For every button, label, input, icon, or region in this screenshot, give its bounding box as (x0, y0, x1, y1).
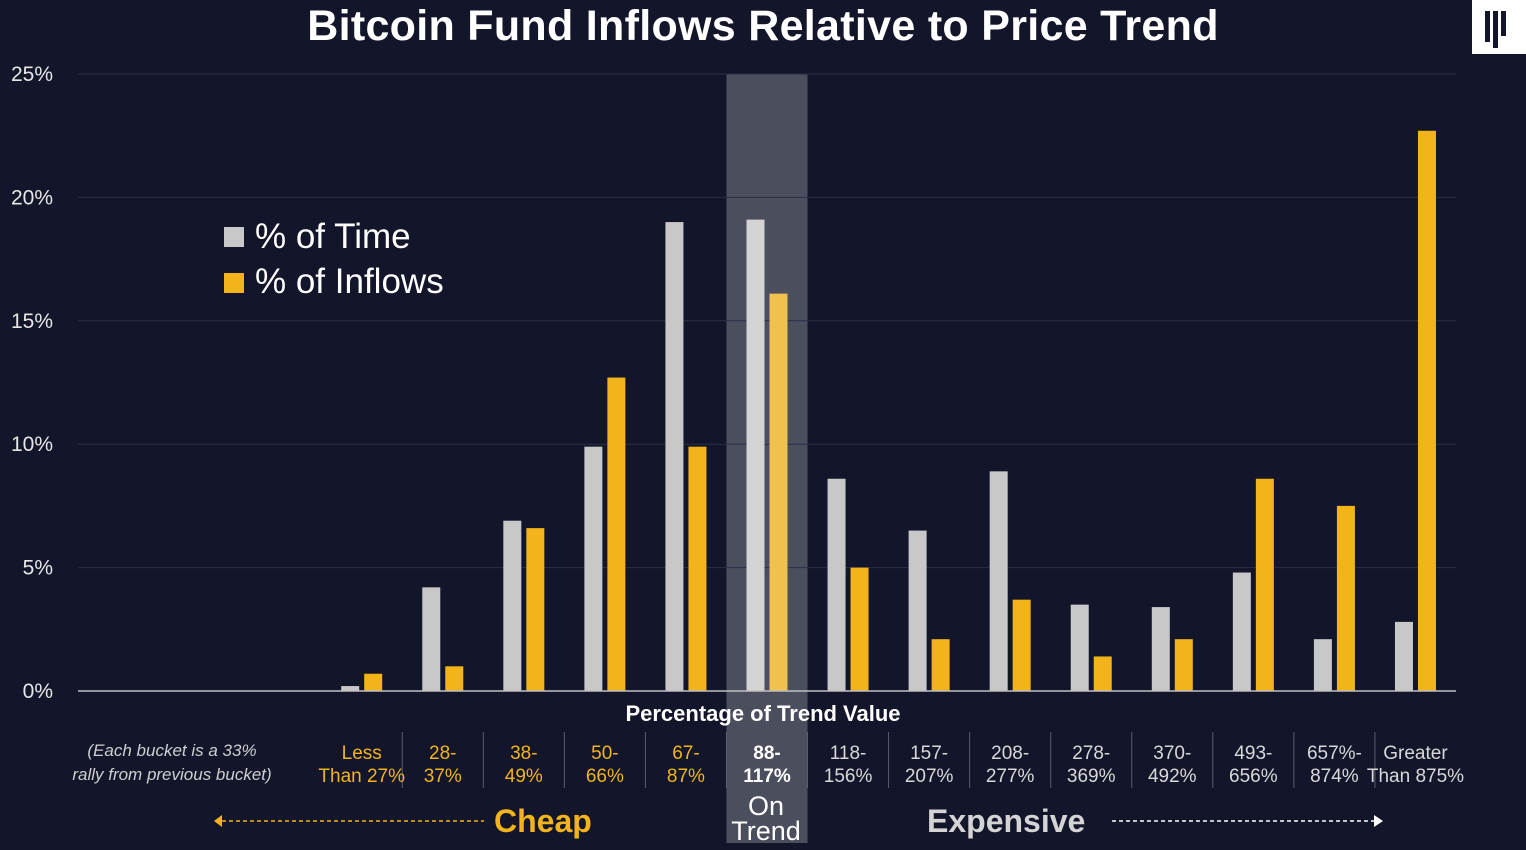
bar-time-11 (989, 471, 1008, 691)
x-tick-label-9: 156% (824, 766, 873, 787)
x-tick-label-6: 50- (591, 743, 618, 764)
on-trend-highlight-band (726, 74, 808, 843)
bar-inflows-11 (1012, 599, 1031, 691)
x-tick-label-10: 207% (905, 766, 954, 787)
x-tick-label-12: 369% (1067, 766, 1116, 787)
bar-time-6 (584, 446, 603, 691)
y-tick-label: 0% (23, 680, 53, 703)
x-tick-label-6: 66% (586, 766, 624, 787)
bar-inflows-8 (769, 293, 788, 691)
y-tick-label: 15% (11, 310, 53, 333)
x-tick-label-11: 208- (991, 743, 1029, 764)
cheap-label: Cheap (494, 803, 592, 839)
bar-time-10 (908, 530, 927, 691)
bar-time-14 (1232, 572, 1251, 691)
y-axis-ticks: 0% 5% 10% 15% 20% 25% (11, 63, 53, 703)
bar-inflows-16 (1417, 130, 1436, 691)
x-tick-label-3: Than 27% (318, 766, 405, 787)
y-tick-label: 10% (11, 433, 53, 456)
x-tick-label-10: 157- (910, 743, 948, 764)
bucket-note-line2: rally from previous bucket) (72, 765, 271, 784)
bar-inflows-5 (526, 528, 545, 691)
bar-time-3 (341, 686, 360, 691)
x-tick-label-14: 656% (1229, 766, 1278, 787)
expensive-label: Expensive (927, 803, 1085, 839)
legend-label-inflows: % of Inflows (255, 262, 444, 301)
grid-lines (78, 73, 1456, 569)
x-tick-label-4: 28- (429, 743, 456, 764)
cheap-arrow-left-icon (214, 815, 222, 827)
legend-swatch-time (224, 227, 244, 247)
bar-inflows-12 (1093, 656, 1112, 691)
x-tick-label-16: Greater (1383, 743, 1448, 764)
x-tick-label-16: Than 875% (1367, 766, 1464, 787)
x-tick-label-5: 49% (505, 766, 543, 787)
x-tick-label-15: 874% (1310, 766, 1359, 787)
bar-inflows-14 (1255, 478, 1274, 691)
bar-inflows-7 (688, 446, 707, 691)
bars (341, 130, 1436, 691)
x-tick-label-7: 67- (672, 743, 699, 764)
x-tick-label-9: 118- (830, 743, 867, 764)
bar-inflows-9 (850, 567, 869, 691)
bar-time-15 (1313, 639, 1332, 691)
bar-inflows-13 (1174, 639, 1193, 691)
bar-time-13 (1151, 607, 1170, 691)
y-tick-label: 25% (11, 63, 53, 86)
x-tick-label-8: 117% (743, 766, 791, 787)
x-tick-label-14: 493- (1234, 743, 1272, 764)
chart-title: Bitcoin Fund Inflows Relative to Price T… (307, 2, 1219, 50)
legend-label-time: % of Time (255, 217, 411, 256)
brand-logo-icon (1472, 0, 1526, 54)
legend-swatch-inflows (224, 273, 244, 293)
y-tick-label: 20% (11, 186, 53, 209)
x-tick-label-3: Less (342, 743, 382, 764)
category-separators (401, 732, 1376, 788)
bar-time-12 (1070, 604, 1089, 691)
x-tick-label-4: 37% (424, 766, 462, 787)
bar-time-4 (422, 587, 441, 691)
expensive-arrow-right-icon (1374, 815, 1383, 827)
on-trend-label-line1: On (748, 791, 784, 821)
bar-time-5 (503, 520, 522, 691)
x-axis-label: Percentage of Trend Value (625, 701, 900, 726)
bar-inflows-15 (1336, 505, 1355, 691)
y-tick-label: 5% (23, 557, 53, 580)
x-tick-label-8: 88- (753, 743, 780, 764)
bar-time-9 (827, 478, 846, 691)
x-tick-label-12: 278- (1072, 743, 1110, 764)
x-tick-label-5: 38- (510, 743, 537, 764)
bar-inflows-6 (607, 377, 626, 691)
bar-time-16 (1394, 621, 1413, 691)
on-trend-label-line2: Trend (731, 816, 801, 846)
bucket-note-line1: (Each bucket is a 33% (87, 741, 256, 760)
x-tick-label-15: 657%- (1307, 743, 1362, 764)
bar-time-7 (665, 222, 684, 691)
bar-inflows-3 (364, 673, 383, 691)
x-tick-label-7: 87% (667, 766, 705, 787)
x-tick-label-13: 370- (1153, 743, 1191, 764)
x-tick-label-13: 492% (1148, 766, 1197, 787)
x-tick-label-11: 277% (986, 766, 1035, 787)
bar-inflows-4 (445, 666, 464, 691)
bar-time-8 (746, 219, 765, 691)
bar-inflows-10 (931, 639, 950, 691)
